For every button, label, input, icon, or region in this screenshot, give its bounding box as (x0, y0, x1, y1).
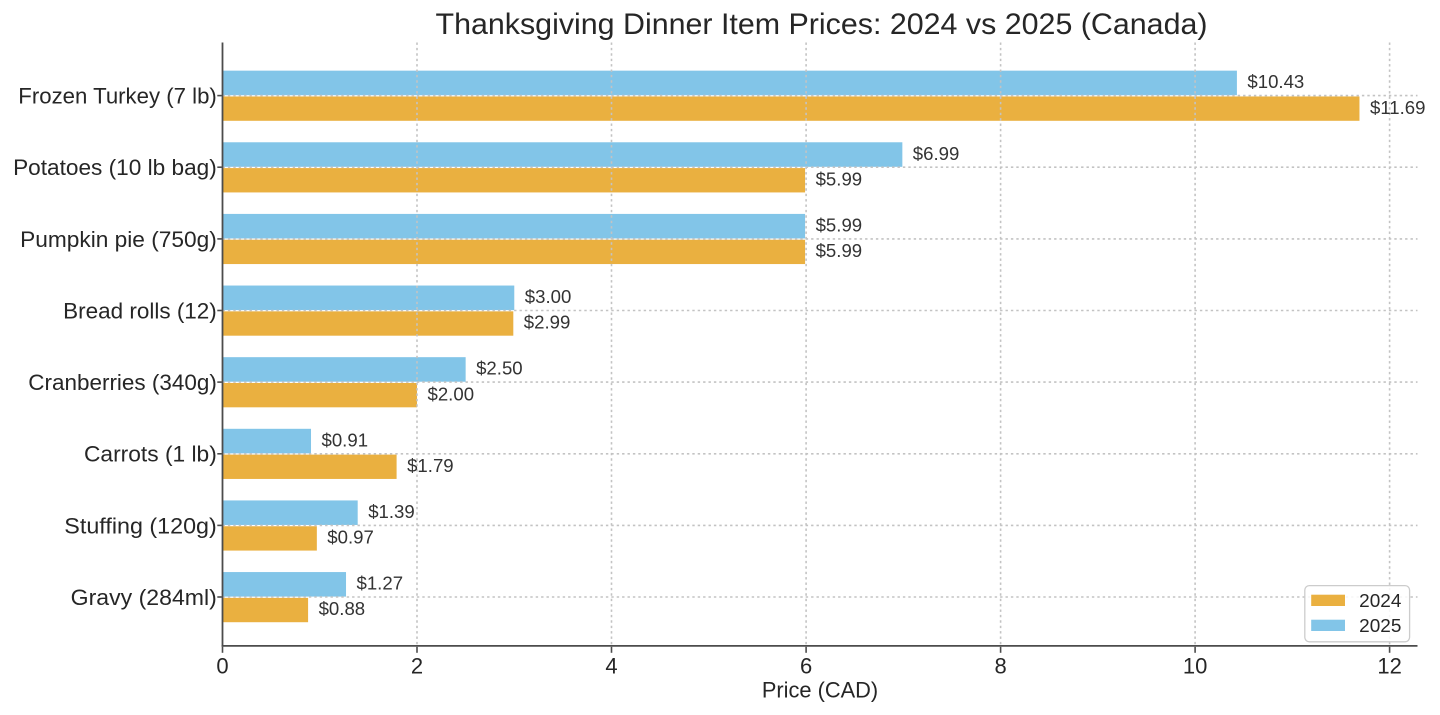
svg-text:6: 6 (800, 653, 812, 678)
svg-text:$1.27: $1.27 (357, 573, 404, 594)
svg-text:$0.88: $0.88 (319, 598, 366, 619)
svg-text:$1.79: $1.79 (407, 455, 454, 476)
svg-text:$2.99: $2.99 (524, 312, 571, 333)
svg-text:$5.99: $5.99 (816, 214, 863, 235)
svg-text:Price (CAD): Price (CAD) (762, 678, 878, 703)
svg-text:$3.00: $3.00 (525, 286, 572, 307)
svg-text:Bread rolls (12): Bread rolls (12) (63, 298, 217, 323)
svg-text:Carrots (1 lb): Carrots (1 lb) (84, 442, 217, 467)
svg-text:Pumpkin pie (750g): Pumpkin pie (750g) (20, 227, 217, 252)
svg-text:8: 8 (994, 653, 1006, 678)
svg-text:10: 10 (1183, 653, 1207, 678)
svg-text:2024: 2024 (1359, 591, 1401, 611)
svg-text:Frozen Turkey (7 lb): Frozen Turkey (7 lb) (18, 84, 217, 109)
svg-text:$11.69: $11.69 (1370, 97, 1426, 118)
svg-text:4: 4 (605, 653, 617, 678)
svg-text:Thanksgiving Dinner Item Price: Thanksgiving Dinner Item Prices: 2024 vs… (436, 8, 1208, 41)
svg-text:$2.00: $2.00 (428, 383, 475, 404)
svg-text:Cranberries (340g): Cranberries (340g) (28, 370, 216, 395)
svg-text:2025: 2025 (1359, 616, 1401, 636)
svg-text:$10.43: $10.43 (1247, 71, 1304, 92)
svg-text:0: 0 (216, 653, 228, 678)
svg-text:$2.50: $2.50 (476, 358, 523, 379)
svg-text:$0.91: $0.91 (322, 429, 369, 450)
svg-text:$0.97: $0.97 (327, 527, 374, 548)
svg-text:$5.99: $5.99 (816, 240, 863, 261)
svg-text:Stuffing (120g): Stuffing (120g) (64, 513, 217, 538)
svg-text:$5.99: $5.99 (816, 169, 863, 190)
svg-text:$1.39: $1.39 (368, 501, 415, 522)
svg-text:12: 12 (1377, 653, 1401, 678)
svg-text:2: 2 (411, 653, 423, 678)
svg-text:$6.99: $6.99 (913, 143, 960, 164)
svg-text:Potatoes (10 lb bag): Potatoes (10 lb bag) (13, 155, 217, 180)
svg-text:Gravy (284ml): Gravy (284ml) (71, 585, 217, 610)
